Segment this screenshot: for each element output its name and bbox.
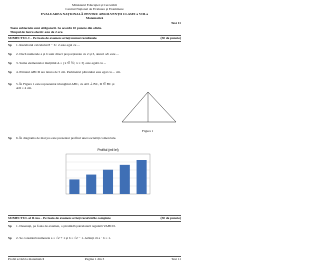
item-points: 5p (8, 70, 12, 74)
item-text: 2. Dacă numerele a și b sunt direct prop… (16, 52, 119, 56)
item-points: 5p (8, 61, 12, 65)
bar (119, 164, 130, 194)
divider (8, 40, 181, 42)
section-heading: SUBIECTUL I – Pe foaia de examen scrieți… (8, 36, 98, 40)
item-text: 1. Rezultatul calculului 8 − 6 : 2 este … (16, 43, 80, 47)
item-text: 2. Se consideră numerele a = √2 + 1 și b… (16, 236, 111, 240)
divider (8, 220, 181, 222)
bar (102, 169, 114, 194)
bar (69, 179, 80, 194)
divider (8, 35, 181, 36)
item-text: 6. În diagrama de mai jos este prezentat… (16, 136, 117, 140)
item-points: 5p (8, 82, 12, 86)
chart-title: Profitul (mii lei) (97, 148, 118, 152)
divider (8, 215, 181, 216)
instruction: Toate subiectele sunt obligatorii. Se ac… (10, 26, 103, 30)
section-heading: SUBIECTUL al II-lea – Pe foaia de examen… (8, 216, 112, 220)
ministry: Ministerul Educației și Cercetării (71, 3, 118, 7)
figure-label: Figura 1 (142, 129, 154, 133)
footer-right: Test 11 (171, 257, 181, 261)
exam-page: Ministerul Educației și Cercetării Centr… (8, 3, 181, 261)
divider (8, 256, 181, 257)
section-points: (30 de puncte) (160, 36, 181, 40)
bar (86, 174, 97, 194)
center: Centrul Național de Evaluare și Examinar… (65, 7, 124, 11)
footer-left: Probă scrisă la matematică (8, 257, 45, 261)
item-points: 5p (8, 43, 12, 47)
test-number: Test 11 (171, 21, 181, 25)
bar-chart: Profitul (mii lei) (65, 148, 151, 195)
exam-title: EVALUAREA NAȚIONALĂ PENTRU ABSOLVENȚII C… (40, 12, 149, 16)
section-points: (30 de puncte) (160, 216, 181, 220)
item-text: 3. Suma elementelor mulțimii A = {x ∈ ℕ … (16, 61, 107, 65)
item-points: 5p (8, 52, 12, 56)
item-points: 5p (8, 224, 12, 228)
subject: Matematică (85, 16, 104, 20)
triangle-figure (121, 91, 177, 123)
instruction: Timpul de lucru efectiv este de 2 ore. (10, 30, 64, 34)
item-text: 4. Pătratul ABCD are latura de 5 cm. Per… (16, 70, 121, 74)
footer-center: Pagina 1 din 3 (84, 257, 105, 261)
item-text: 1. Desenați, pe foaia de examen, o piram… (16, 224, 116, 228)
bar (136, 160, 147, 194)
item-points: 5p (8, 136, 12, 140)
item-text: 5. În Figura 1 este reprezentat triunghi… (16, 82, 115, 90)
item-points: 5p (8, 236, 12, 240)
